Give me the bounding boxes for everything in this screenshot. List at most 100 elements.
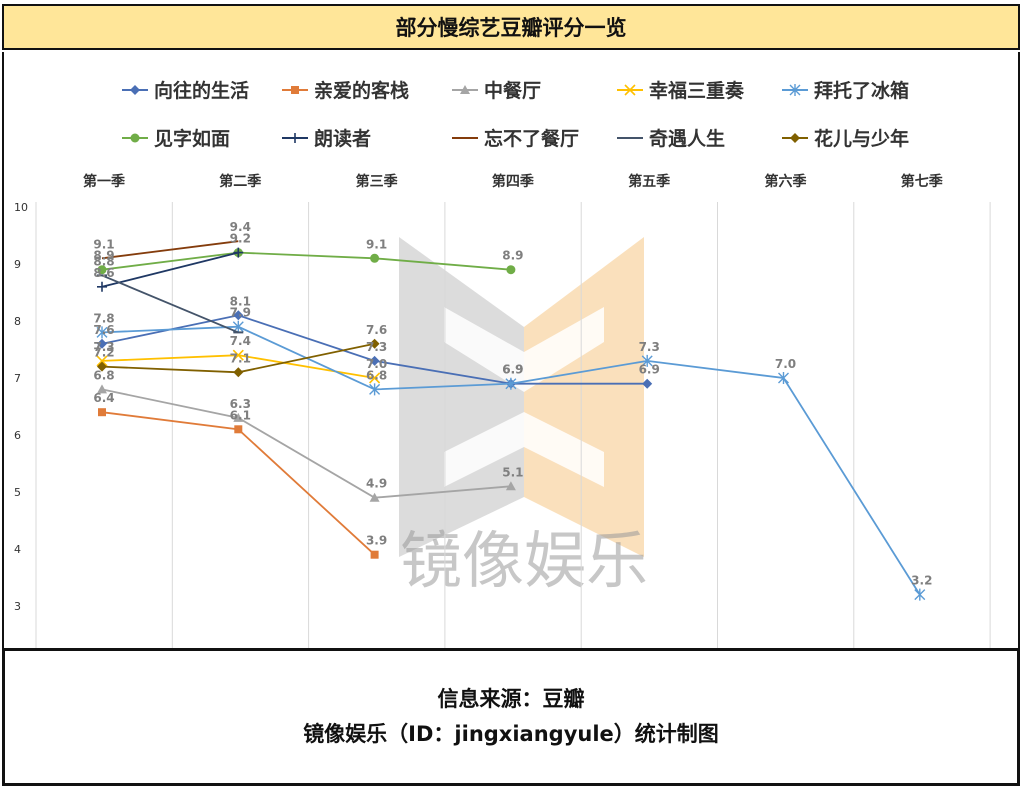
series-path [101,274,239,334]
point-marker [233,412,244,422]
data-label: 6.9 [502,363,523,377]
data-label: 7.0 [775,357,796,371]
legend-item: 花儿与少年 [782,127,909,150]
series-path [101,240,239,260]
series-line [96,349,381,384]
chart-area: 镜像娱乐 向往的生活 亲爱的客栈 中餐厅 幸福三重奏 拜托了冰箱 见字如面 朗读者 忘不了餐厅… [2,52,1020,648]
point-marker [290,133,300,143]
data-label: 6.4 [93,391,114,405]
data-label: 7.3 [366,340,387,354]
legend-label: 花儿与少年 [814,127,909,150]
data-label: 6.8 [366,368,387,382]
point-marker [369,338,380,349]
data-label: 6.1 [230,408,251,422]
point-marker [369,383,381,396]
point-marker [233,367,244,378]
data-labels: 7.68.17.36.9 6.96.46.13.96.86.34.95.17.3 7… [93,220,932,587]
legend-item: 幸福三重奏 [617,79,745,102]
data-label: 6.3 [230,397,251,411]
data-label: 7.0 [366,357,387,371]
point-marker [98,408,106,417]
legend-item: 拜托了冰箱 [782,79,909,102]
data-label: 8.9 [502,249,523,263]
point-marker [97,338,107,349]
point-marker [369,372,381,384]
y-tick-label: 7 [14,372,21,385]
season-axis-labels: 第一季 第二季 第三季 第四季 第五季 第六季 第七季 [83,173,943,190]
data-label: 7.4 [230,334,251,348]
series-path [101,251,511,271]
data-label: 7.6 [366,323,387,337]
footer-source: 信息来源：豆瓣 镜像娱乐（ID：jingxiangyule）统计制图 [2,648,1020,786]
legend-label: 中餐厅 [484,79,541,102]
season-label: 第五季 [628,173,670,190]
point-marker [778,372,789,384]
legend-label: 亲爱的客栈 [314,79,409,102]
series-line [101,240,239,260]
season-label: 第一季 [83,173,125,190]
y-tick-label: 3 [14,600,21,613]
point-marker [97,265,107,275]
data-label: 9.1 [93,237,114,251]
data-label: 7.6 [93,323,114,337]
point-marker [130,85,140,95]
watermark-left-shape [399,237,524,557]
y-tick-label: 9 [14,258,21,271]
season-label: 第六季 [765,173,807,190]
data-label: 6.9 [639,363,660,377]
y-tick-label: 4 [14,543,21,556]
legend-label: 朗读者 [314,127,371,150]
legend-item: 忘不了餐厅 [452,127,579,150]
point-marker [460,85,470,94]
data-label: 9.4 [230,220,251,234]
season-label: 第二季 [219,173,261,190]
y-tick-label: 5 [14,486,21,499]
point-marker [642,378,653,389]
point-marker [97,281,107,292]
point-marker [505,377,517,390]
y-axis: 3 4 5 6 7 8 9 10 [14,201,28,613]
data-label: 7.3 [93,340,114,354]
data-label: 7.9 [230,306,251,320]
season-label: 第七季 [901,173,943,190]
point-marker [506,265,516,275]
y-tick-label: 6 [14,429,21,442]
series-path [101,388,511,499]
point-marker [790,133,800,143]
legend-item: 中餐厅 [452,79,541,102]
watermark-right-shape [524,237,644,557]
series-line [97,247,244,292]
chart-title: 部分慢综艺豆瓣评分一览 [2,4,1020,50]
series-line [97,384,516,502]
source-line: 信息来源：豆瓣 [437,687,585,712]
data-label: 8.8 [93,254,114,268]
series-line [97,338,380,378]
data-label: 3.9 [366,534,387,548]
legend-item: 亲爱的客栈 [282,79,409,102]
season-label: 第四季 [492,173,534,190]
data-label: 7.2 [93,346,114,360]
watermark-logo: 镜像娱乐 [399,237,648,597]
series-line [97,274,244,334]
series-path [101,251,239,288]
point-marker [369,355,380,366]
point-marker [370,550,379,559]
data-label: 7.1 [230,351,251,365]
chart-grid [35,202,991,648]
y-tick-label: 10 [14,201,28,214]
legend-item: 奇遇人生 [617,127,725,150]
point-marker [641,354,653,367]
point-marker [97,384,107,394]
point-marker [505,481,516,491]
watermark-notch-top [444,307,604,392]
y-tick-label: 8 [14,315,21,328]
point-marker [369,492,380,502]
point-marker [234,425,243,434]
season-label: 第三季 [356,173,398,190]
point-marker [233,310,244,321]
point-marker [96,355,108,367]
point-marker [624,84,636,96]
series-line [98,408,379,559]
point-marker [789,84,801,96]
